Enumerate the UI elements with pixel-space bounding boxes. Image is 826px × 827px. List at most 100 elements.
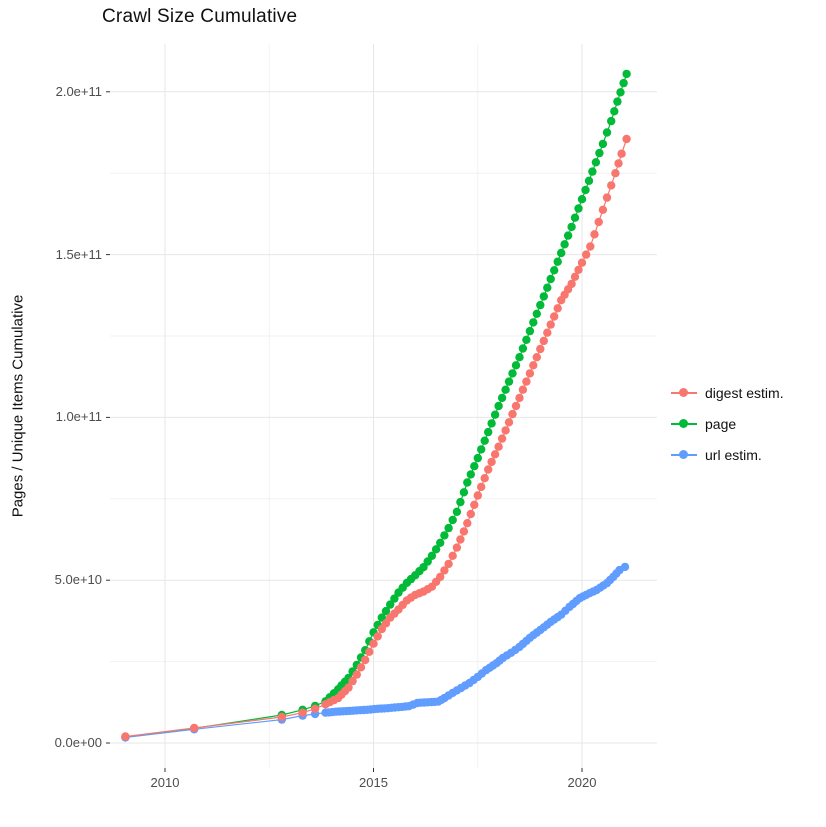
data-point [610,107,619,116]
data-point [463,519,472,528]
data-point [525,326,535,336]
data-point [511,401,521,411]
data-point [436,572,445,582]
data-point [277,712,286,722]
data-point [456,535,465,544]
data-point [607,181,616,190]
data-point [567,222,576,232]
data-point [480,474,489,483]
data-point [121,732,130,741]
data-point [344,683,353,692]
data-point [361,655,370,665]
data-point [529,318,538,327]
data-point [487,419,496,428]
x-tick-label: 2015 [359,775,388,790]
data-point [470,462,479,471]
data-point [466,470,475,479]
data-point [436,538,445,547]
data-point [602,193,612,202]
data-point [448,515,457,525]
data-point [567,279,576,289]
data-point [557,248,566,258]
data-point [459,527,469,536]
y-tick-label: 1.0e+11 [55,409,102,425]
data-point [570,213,580,222]
data-point [574,265,583,274]
legend-label: digest estim. [705,384,784,401]
data-point [518,385,528,394]
y-tick-label: 0.0e+00 [54,735,102,750]
data-point [365,647,374,656]
data-point [591,158,601,167]
legend-label: page [705,415,737,432]
data-point [539,292,548,301]
data-point [518,344,528,353]
data-point [515,393,524,403]
legend-item-page: page [671,408,784,439]
data-point [522,335,531,344]
data-point [190,723,199,733]
data-point [484,427,493,437]
y-tick-label: 2.0e+11 [55,83,102,99]
legend-key-point-icon [671,415,697,433]
data-point [508,369,517,378]
data-point [614,159,623,168]
data-point [532,309,541,318]
data-point [298,708,307,717]
y-tick-label: 1.5e+11 [55,246,102,262]
legend-item-digest-estim: digest estim. [671,377,784,408]
data-point [497,434,507,443]
data-point [452,543,462,552]
data-point [490,450,500,459]
data-point [490,410,500,419]
data-point [431,545,441,554]
data-point [440,531,449,540]
data-point [444,523,453,533]
x-tick-label: 2020 [567,775,597,790]
data-point [598,205,608,214]
data-point [427,551,437,560]
data-point [352,670,361,679]
data-point [477,482,486,492]
data-point [617,149,626,158]
data-point [536,300,545,310]
data-point [504,418,514,427]
data-point [588,167,597,176]
data-point [494,442,503,451]
data-point [484,465,493,474]
data-point [584,176,594,185]
data-point [473,491,482,500]
data-point [546,274,555,284]
data-point [536,344,545,354]
data-point [598,139,608,149]
data-point [440,566,449,575]
data-point [459,488,469,497]
data-point [546,320,555,329]
data-point [390,594,399,603]
data-point [582,250,591,259]
data-point [508,409,517,419]
data-point [563,231,573,240]
data-point [539,336,548,346]
legend-item-url-estim: url estim. [671,439,784,470]
data-point [543,328,552,337]
data-point [611,169,620,178]
data-point [525,369,535,378]
data-point [473,453,482,463]
data-point [577,195,587,204]
data-point [622,69,631,79]
data-point [470,500,479,509]
data-point [594,217,603,227]
data-point [487,457,496,467]
legend-key-point-icon [671,384,697,402]
data-point [553,304,562,313]
data-point [369,639,378,648]
data-point [386,600,395,609]
data-point [620,562,630,572]
data-point [550,312,559,321]
data-point [501,385,510,394]
data-point [463,478,472,487]
data-point [456,497,465,507]
